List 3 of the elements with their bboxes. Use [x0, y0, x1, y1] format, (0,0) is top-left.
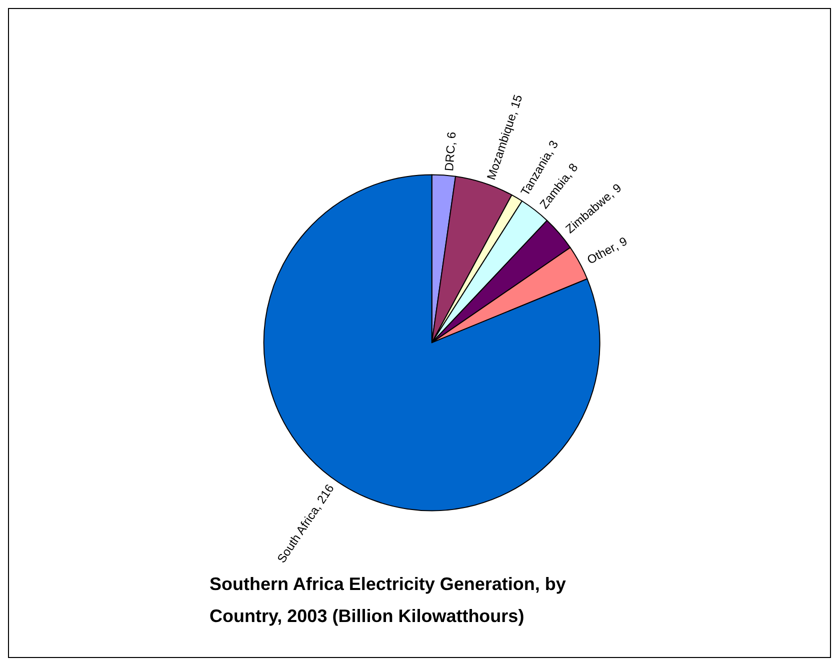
text: Southern Africa Electricity Generation, by Country, 2003 (Billion Kilowatthours): [210, 574, 571, 626]
data-label: , 6: [444, 131, 459, 146]
slice-label: DRC: [442, 144, 458, 172]
